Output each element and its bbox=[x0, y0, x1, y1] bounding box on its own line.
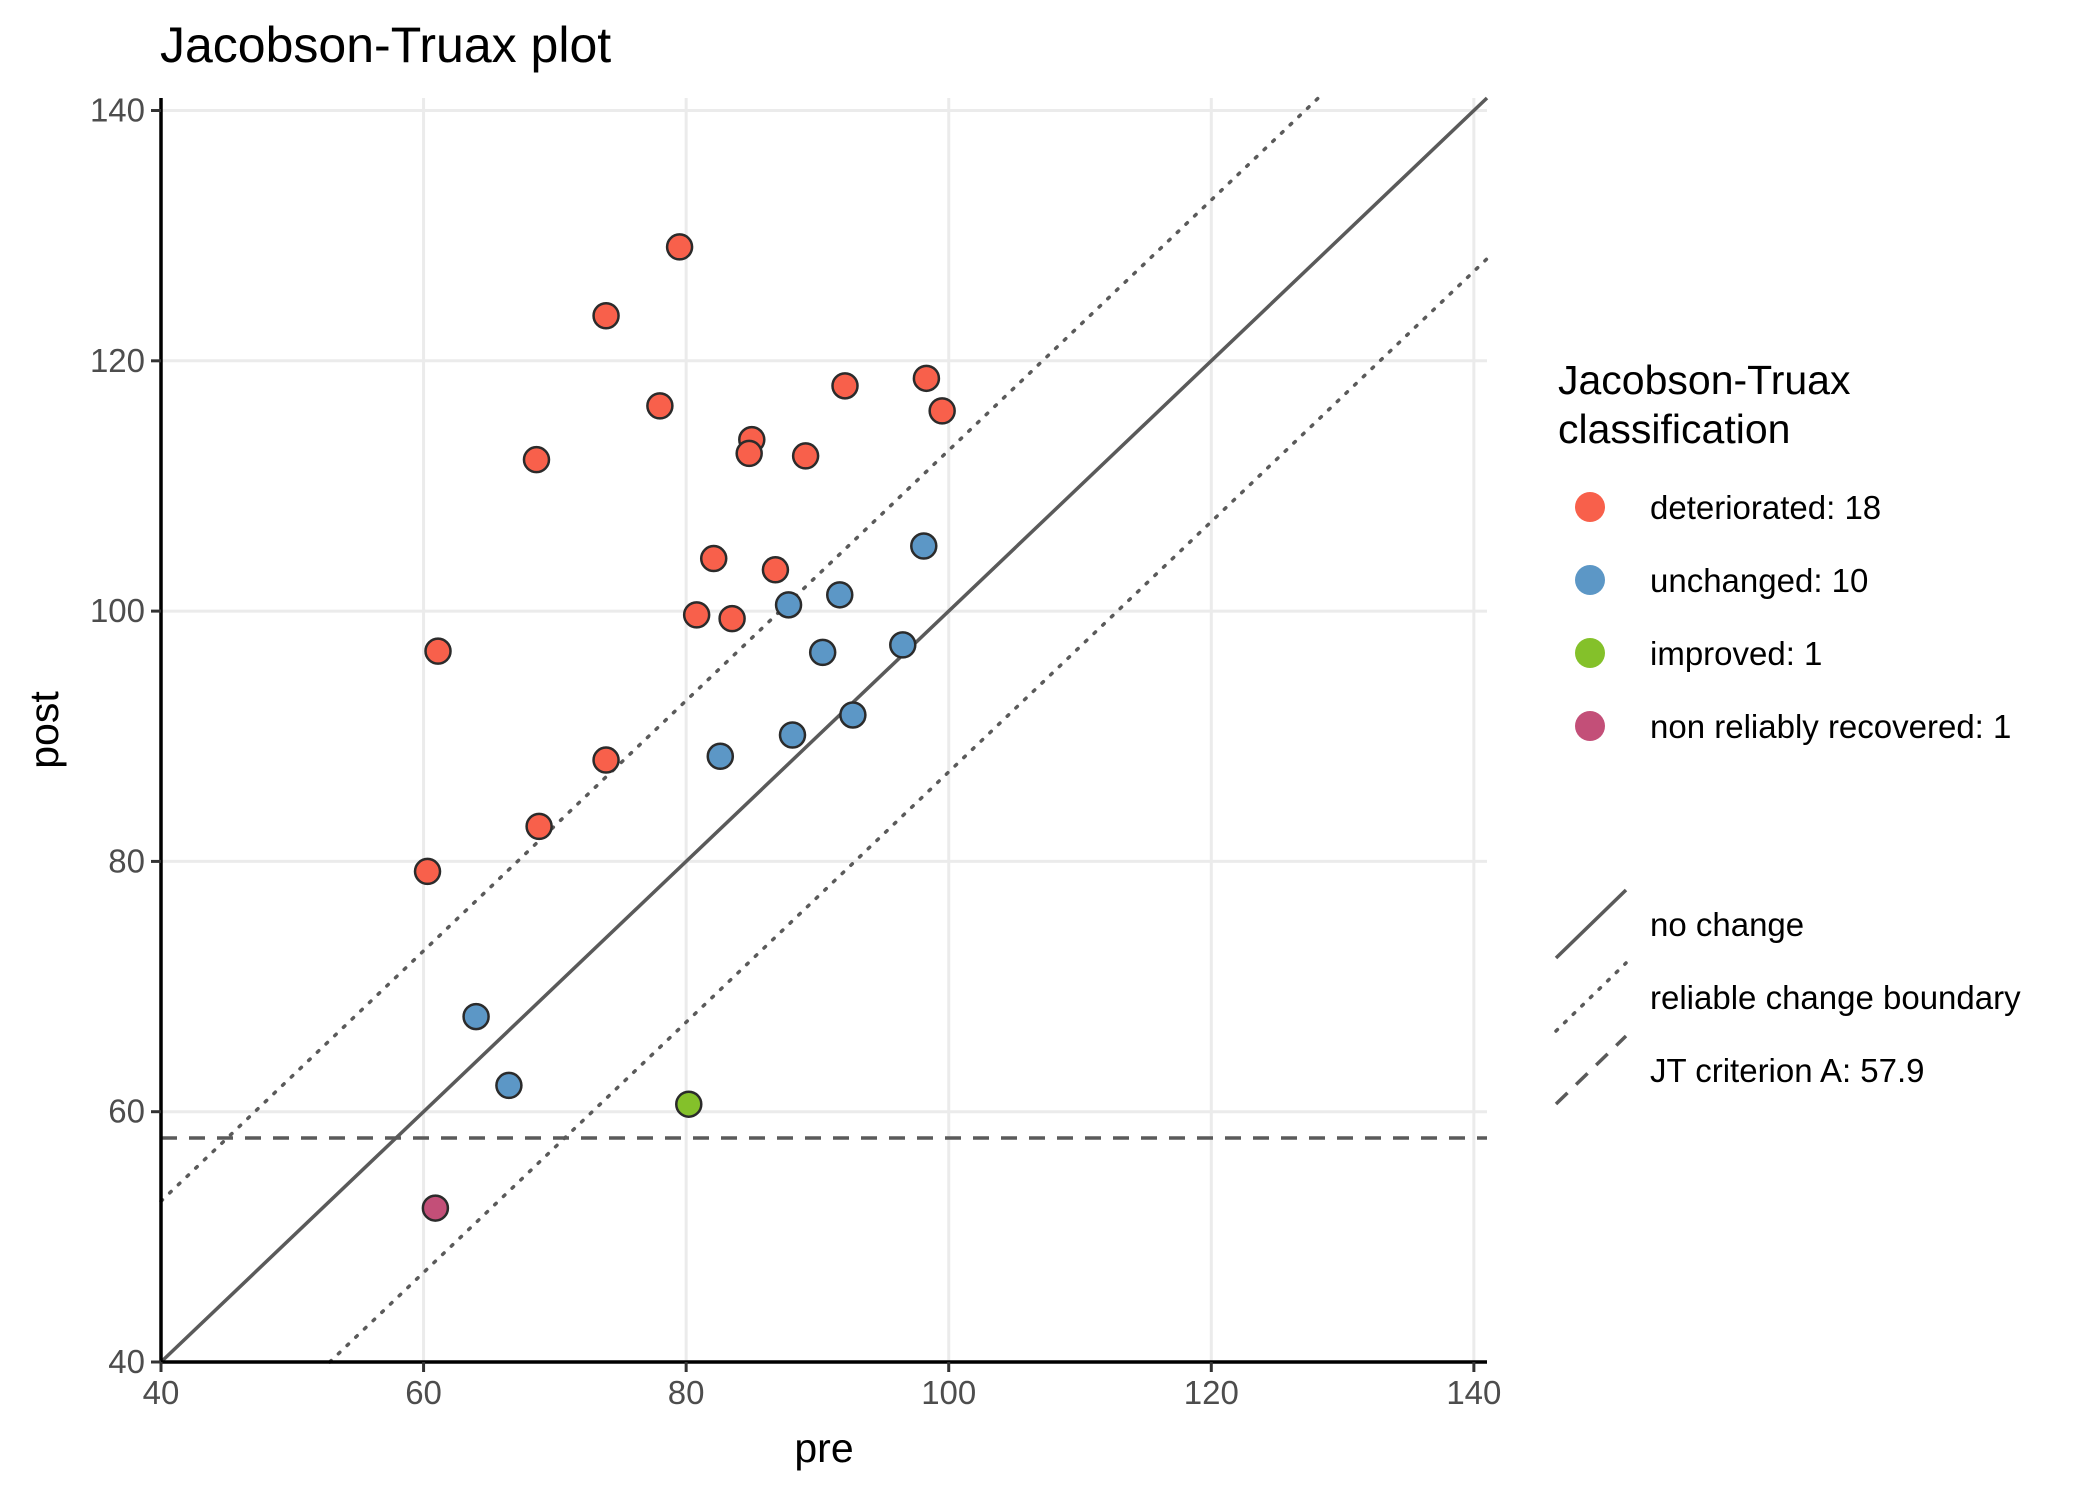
data-point bbox=[462, 1002, 490, 1031]
axis-ticks: 40 60 80 100 120 140 40 60 80 100 120 140 bbox=[90, 92, 1501, 1411]
legend-key-point bbox=[1575, 492, 1605, 522]
legend-label: reliable change boundary bbox=[1650, 979, 2021, 1016]
data-point bbox=[424, 637, 452, 665]
x-tick-label: 80 bbox=[668, 1374, 705, 1411]
data-point bbox=[665, 233, 694, 261]
legend-label: JT criterion A: 57.9 bbox=[1650, 1052, 1925, 1089]
data-point bbox=[646, 392, 674, 420]
x-tick-label: 40 bbox=[143, 1374, 180, 1411]
legend-label: no change bbox=[1650, 906, 1804, 943]
reliable-change-line bbox=[159, 96, 1321, 1203]
legend-label: non reliably recovered: 1 bbox=[1650, 708, 2011, 745]
data-point bbox=[910, 532, 938, 560]
data-point bbox=[682, 601, 711, 629]
legend-label: unchanged: 10 bbox=[1650, 562, 1868, 599]
legend-key-point bbox=[1575, 711, 1605, 741]
data-point bbox=[774, 591, 803, 619]
data-point bbox=[413, 857, 442, 886]
data-point bbox=[592, 746, 620, 774]
data-point bbox=[735, 439, 763, 468]
data-point bbox=[791, 442, 820, 470]
legend-key-line bbox=[1554, 961, 1628, 1033]
legend-label: deteriorated: 18 bbox=[1650, 489, 1881, 526]
data-point bbox=[699, 544, 728, 573]
x-tick-label: 140 bbox=[1446, 1374, 1501, 1411]
reference-lines bbox=[159, 96, 1489, 1364]
data-point bbox=[525, 812, 553, 841]
y-axis-title: post bbox=[21, 691, 67, 769]
legend-key-point bbox=[1575, 565, 1605, 595]
data-point bbox=[421, 1194, 450, 1222]
data-point bbox=[675, 1090, 703, 1118]
data-point bbox=[761, 556, 790, 584]
data-point bbox=[718, 604, 746, 633]
data-point bbox=[778, 721, 807, 749]
data-point bbox=[889, 631, 917, 659]
x-tick-label: 60 bbox=[405, 1374, 442, 1411]
y-tick-label: 140 bbox=[90, 92, 145, 129]
y-tick-label: 100 bbox=[90, 592, 145, 629]
chart-title: Jacobson-Truax plot bbox=[160, 17, 611, 73]
data-point bbox=[592, 302, 620, 330]
legend-key-line bbox=[1554, 888, 1628, 960]
y-tick-label: 60 bbox=[108, 1093, 145, 1130]
data-point bbox=[912, 364, 941, 393]
y-tick-label: 40 bbox=[108, 1343, 145, 1380]
legend-key-point bbox=[1575, 638, 1605, 668]
legend-title-line-2: classification bbox=[1558, 406, 1790, 452]
legend-title-line-1: Jacobson-Truax bbox=[1558, 357, 1851, 403]
data-point bbox=[706, 742, 735, 771]
reliable-change-line bbox=[327, 257, 1489, 1364]
legend: Jacobson-Truax classification deteriorat… bbox=[1554, 357, 2021, 1106]
data-point bbox=[495, 1071, 523, 1100]
y-tick-label: 80 bbox=[108, 842, 145, 879]
x-tick-label: 120 bbox=[1184, 1374, 1239, 1411]
data-point bbox=[839, 701, 867, 729]
data-point bbox=[826, 581, 854, 609]
grid bbox=[159, 98, 1487, 1364]
data-point bbox=[831, 372, 859, 400]
data-point bbox=[928, 397, 956, 425]
legend-title: Jacobson-Truax classification bbox=[1558, 357, 1862, 452]
data-points bbox=[413, 233, 956, 1222]
data-point bbox=[808, 638, 837, 667]
legend-label: improved: 1 bbox=[1650, 635, 1822, 672]
y-tick-label: 120 bbox=[90, 342, 145, 379]
x-tick-label: 100 bbox=[921, 1374, 976, 1411]
no-change-line bbox=[159, 96, 1489, 1364]
data-point bbox=[522, 445, 551, 474]
x-axis-title: pre bbox=[794, 1425, 853, 1471]
